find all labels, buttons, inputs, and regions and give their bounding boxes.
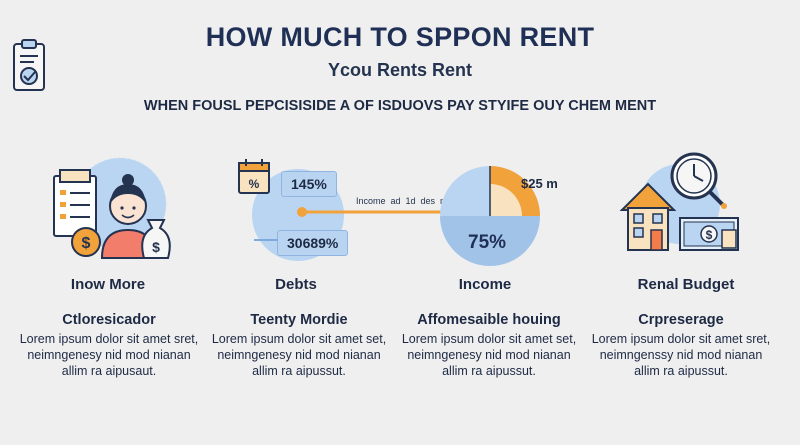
column-label-income: Income bbox=[458, 276, 512, 293]
pie-highlight-inner bbox=[490, 184, 522, 216]
page-subtitle: Ycou Rents Rent bbox=[327, 60, 473, 80]
column-heading-4: Crpreserage bbox=[638, 312, 724, 328]
column-label-renal-budget: Renal Budget bbox=[637, 276, 735, 293]
column-heading-2: Teenty Mordie bbox=[250, 312, 348, 328]
person-with-money-icon: $ $ bbox=[53, 157, 171, 259]
house-icon bbox=[619, 182, 677, 251]
column-body-2: Lorem ipsum dolor sit amet set, neimngen… bbox=[211, 332, 387, 378]
column-heading-1: Ctloresicador bbox=[62, 312, 156, 328]
svg-text:$: $ bbox=[706, 228, 713, 242]
percent-badge-bottom: 30689% bbox=[277, 230, 349, 256]
income-pie-chart bbox=[440, 166, 540, 266]
svg-text:%: % bbox=[249, 177, 260, 191]
banknote-icon: $ bbox=[679, 217, 739, 251]
calendar-icon: % bbox=[238, 159, 270, 194]
clock-icon bbox=[670, 152, 727, 209]
column-body-1: Lorem ipsum dolor sit amet sret, neimnge… bbox=[19, 332, 199, 378]
column-label-inow-more: Inow More bbox=[70, 276, 146, 293]
column-heading-3: Affomesaible houing bbox=[417, 312, 561, 328]
page-title: HOW MUCH TO SPPON RENT bbox=[205, 22, 595, 52]
pie-percent-label: 75% bbox=[468, 232, 507, 253]
column-body-3: Lorem ipsum dolor sit amet set, neimngen… bbox=[401, 332, 577, 378]
percent-badge-top: 145% bbox=[281, 171, 337, 197]
svg-text:$: $ bbox=[152, 239, 160, 255]
pie-amount-label: $25 m bbox=[521, 176, 558, 191]
badge-pointer-line bbox=[254, 239, 278, 241]
svg-text:$: $ bbox=[82, 235, 91, 252]
column-label-debts: Debts bbox=[275, 276, 317, 293]
tagline: WHEN FOUSL PEPCISISIDE A OF ISDUOVS PAY … bbox=[143, 98, 657, 114]
pie-lower-shade bbox=[440, 216, 540, 266]
column-body-4: Lorem ipsum dolor sit amet sret, neimnge… bbox=[591, 332, 771, 378]
clipboard-check-icon bbox=[13, 39, 45, 91]
